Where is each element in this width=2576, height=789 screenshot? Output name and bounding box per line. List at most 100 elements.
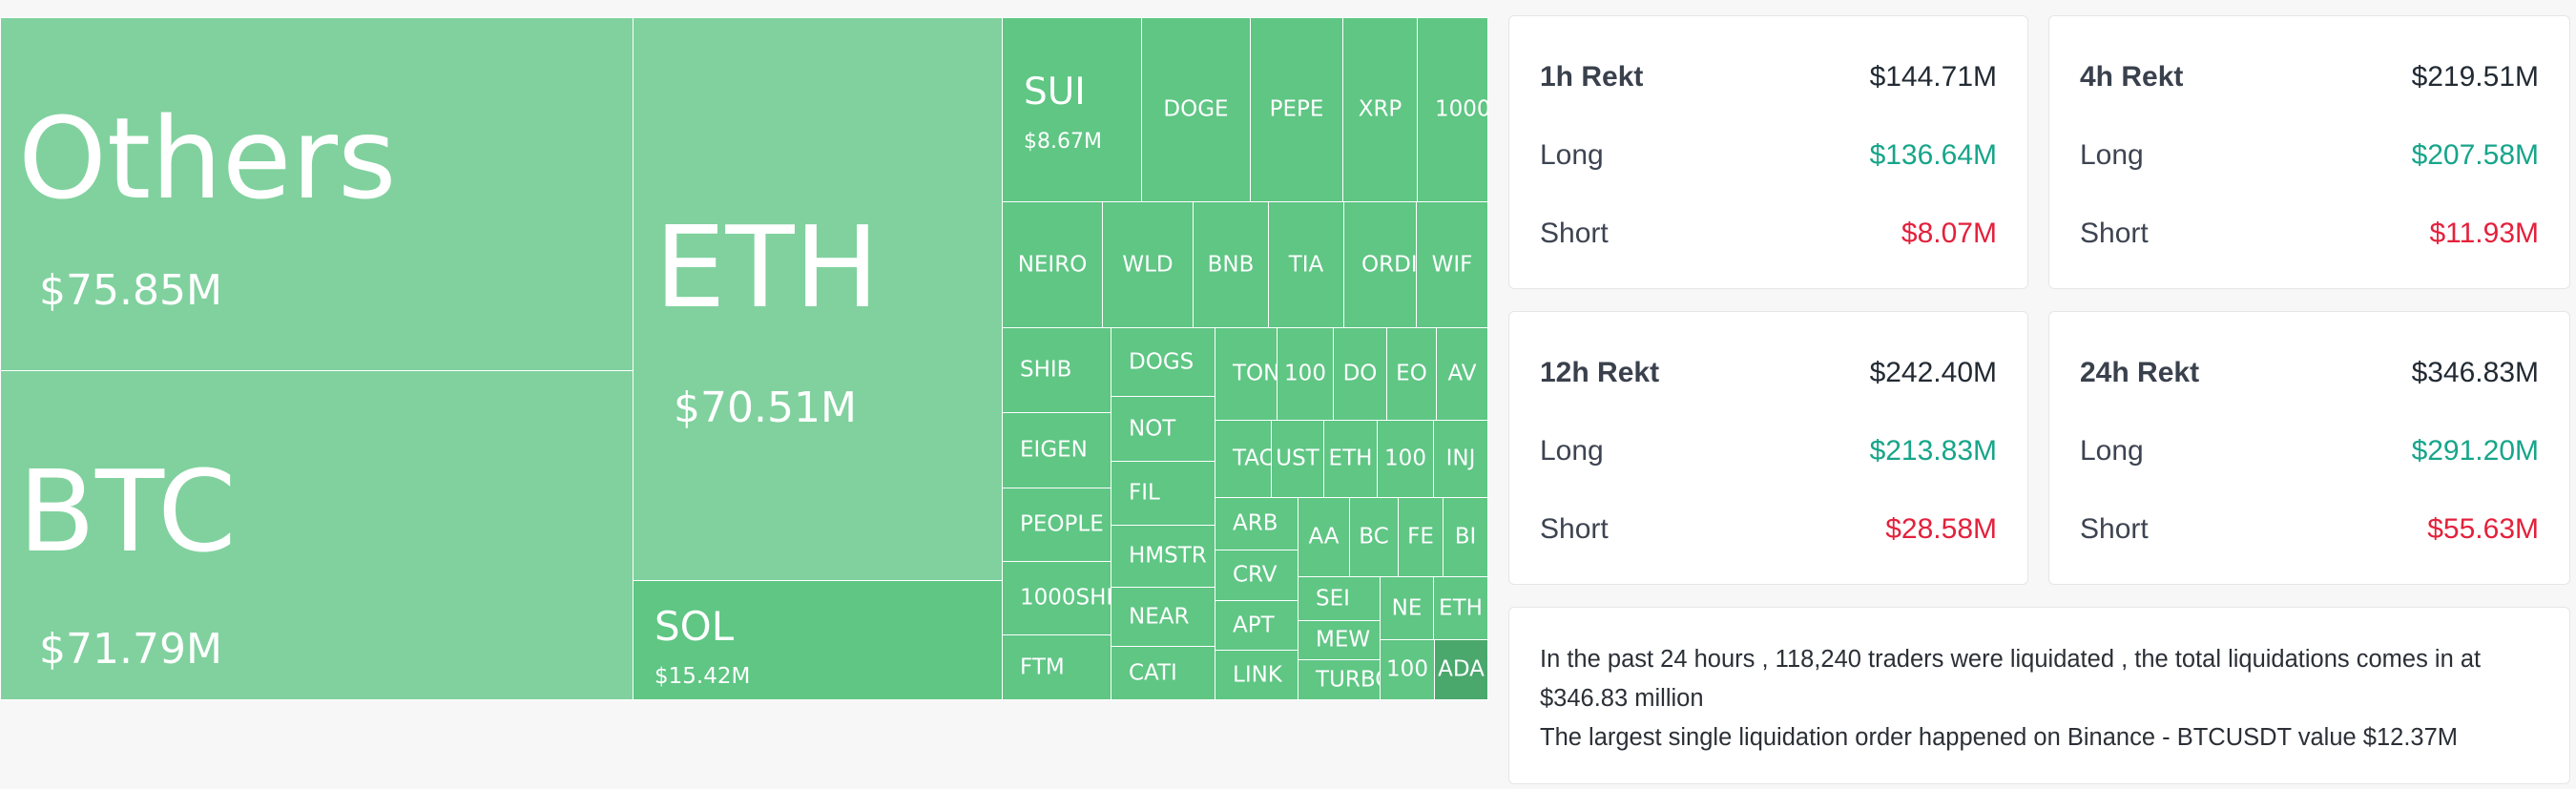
tile-others[interactable]: Others $75.85M [0, 17, 634, 371]
tile-eth[interactable]: ETH $70.51M [633, 17, 1003, 582]
tile-xrp[interactable]: XRP [1342, 17, 1418, 202]
tile-eth[interactable]: ETH [1323, 420, 1378, 498]
tile-do[interactable]: DO [1333, 327, 1387, 421]
long-row: Long $213.83M [1540, 432, 1997, 470]
tile-symbol: TON [1233, 361, 1278, 386]
tile-symbol: ETH [654, 201, 880, 333]
short-row: Short $11.93M [2080, 215, 2539, 253]
short-label: Short [2080, 218, 2149, 249]
tile-neiro[interactable]: NEIRO [1002, 201, 1103, 328]
tile-symbol: TURBO [1316, 667, 1380, 692]
tile-bnb[interactable]: BNB [1193, 201, 1269, 328]
tile-dogs[interactable]: DOGS [1111, 327, 1215, 397]
tile-1000[interactable]: 1000 [1417, 17, 1488, 202]
tile-inj[interactable]: INJ [1433, 420, 1488, 498]
tile-doge[interactable]: DOGE [1141, 17, 1251, 202]
tile-near[interactable]: NEAR [1111, 587, 1215, 647]
tile-1000shi[interactable]: 1000SHI [1002, 561, 1111, 635]
tile-symbol: BI [1454, 524, 1477, 550]
long-row: Long $207.58M [2080, 136, 2539, 175]
tile-turbo[interactable]: TURBO [1298, 659, 1381, 700]
tile-crv[interactable]: CRV [1215, 550, 1298, 601]
short-value: $55.63M [2427, 513, 2539, 545]
tile-symbol: 100 [1384, 446, 1426, 471]
short-row: Short $28.58M [1540, 510, 1997, 549]
tile-aa[interactable]: AA [1298, 497, 1350, 577]
tile-symbol: BC [1359, 524, 1389, 550]
tile-symbol: CATI [1129, 660, 1177, 685]
tile-hmstr[interactable]: HMSTR [1111, 525, 1215, 588]
rekt-total-row: 12h Rekt $242.40M [1540, 354, 1997, 392]
tile-symbol: SEI [1316, 586, 1350, 611]
tile-apt[interactable]: APT [1215, 600, 1298, 651]
tile-eigen[interactable]: EIGEN [1002, 412, 1111, 488]
tile-ordi[interactable]: ORDI [1343, 201, 1417, 328]
tile-shib[interactable]: SHIB [1002, 327, 1111, 413]
tile-100[interactable]: 100 [1277, 327, 1334, 421]
long-value: $213.83M [1869, 435, 1997, 467]
tile-sol[interactable]: SOL $15.42M [633, 580, 1003, 700]
tile-ne[interactable]: NE [1380, 576, 1434, 640]
short-label: Short [2080, 513, 2149, 545]
tile-link[interactable]: LINK [1215, 650, 1298, 700]
short-label: Short [1540, 513, 1609, 545]
tile-symbol: SHIB [1020, 357, 1072, 383]
tile-100[interactable]: 100 [1377, 420, 1434, 498]
tile-symbol: DO [1342, 361, 1378, 386]
tile-symbol: WIF [1431, 252, 1473, 277]
tile-symbol: ORDI [1361, 252, 1417, 277]
tile-bc[interactable]: BC [1349, 497, 1399, 577]
tile-people[interactable]: PEOPLE [1002, 488, 1111, 562]
tile-sui[interactable]: SUI $8.67M [1002, 17, 1142, 202]
tile-symbol: HMSTR [1129, 543, 1207, 569]
tile-symbol: EO [1396, 361, 1427, 386]
tile-tia[interactable]: TIA [1268, 201, 1344, 328]
tile-ton[interactable]: TON [1215, 327, 1278, 421]
tile-value: $8.67M [1024, 130, 1102, 154]
tile-symbol: NEIRO [1017, 252, 1088, 277]
tile-ftm[interactable]: FTM [1002, 634, 1111, 700]
tile-symbol: LINK [1233, 662, 1282, 687]
tile-symbol: APT [1233, 613, 1275, 637]
tile-tac[interactable]: TAC [1215, 420, 1272, 498]
card-4h-rekt: 4h Rekt $219.51M Long $207.58M Short $11.93M [2048, 15, 2570, 289]
tile-wif[interactable]: WIF [1416, 201, 1488, 328]
long-label: Long [1540, 139, 1604, 171]
tile-ust[interactable]: UST [1271, 420, 1324, 498]
liquidation-summary-card: In the past 24 hours , 118,240 traders w… [1508, 607, 2570, 784]
tile-symbol: BTC [18, 446, 237, 577]
tile-pepe[interactable]: PEPE [1250, 17, 1343, 202]
tile-symbol: 100 [1386, 656, 1428, 682]
tile-symbol: UST [1276, 446, 1319, 471]
long-row: Long $136.64M [1540, 136, 1997, 175]
tile-symbol: MEW [1316, 627, 1371, 653]
tile-100[interactable]: 100 [1380, 639, 1435, 700]
tile-cati[interactable]: CATI [1111, 646, 1215, 700]
tile-sei[interactable]: SEI [1298, 576, 1381, 621]
tile-symbol: PEOPLE [1020, 511, 1104, 537]
tile-symbol: 1000SHI [1020, 585, 1111, 611]
short-value: $28.58M [1885, 513, 1997, 545]
tile-av[interactable]: AV [1436, 327, 1488, 421]
tile-symbol: NEAR [1129, 604, 1190, 629]
tile-arb[interactable]: ARB [1215, 497, 1298, 550]
tile-bi[interactable]: BI [1443, 497, 1488, 577]
tile-fe[interactable]: FE [1398, 497, 1444, 577]
tile-not[interactable]: NOT [1111, 396, 1215, 462]
short-value: $11.93M [2429, 218, 2539, 249]
rekt-total-row: 24h Rekt $346.83M [2080, 354, 2539, 392]
tile-btc[interactable]: BTC $71.79M [0, 370, 634, 700]
long-value: $291.20M [2411, 435, 2539, 467]
tile-symbol: FTM [1020, 654, 1065, 679]
long-label: Long [1540, 435, 1604, 467]
tile-eo[interactable]: EO [1386, 327, 1437, 421]
tile-wld[interactable]: WLD [1102, 201, 1194, 328]
tile-mew[interactable]: MEW [1298, 620, 1381, 660]
card-1h-rekt: 1h Rekt $144.71M Long $136.64M Short $8.07M [1508, 15, 2028, 289]
tile-symbol: FIL [1129, 480, 1160, 506]
tile-fil[interactable]: FIL [1111, 461, 1215, 526]
tile-eth[interactable]: ETH [1433, 576, 1488, 640]
short-value: $8.07M [1901, 218, 1997, 249]
rekt-total-row: 4h Rekt $219.51M [2080, 58, 2539, 96]
tile-ada[interactable]: ADA [1434, 639, 1488, 700]
